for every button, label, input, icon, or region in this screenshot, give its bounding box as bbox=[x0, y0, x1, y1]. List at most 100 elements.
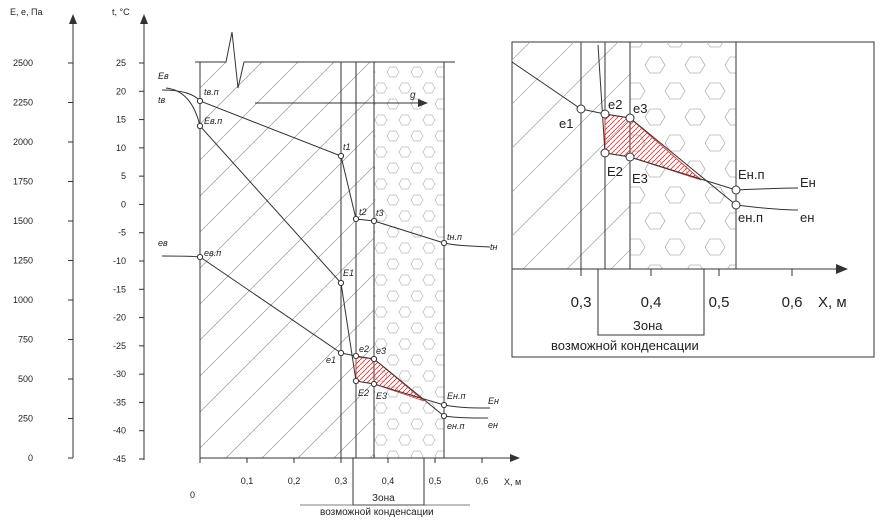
pressure-tick-label: 1500 bbox=[13, 216, 33, 226]
temp-tick-label: 0 bbox=[121, 199, 126, 209]
inset-tick-label: 0,3 bbox=[571, 294, 592, 311]
temp-axis-title: t, °C bbox=[112, 7, 130, 17]
label-e-v: eв bbox=[158, 238, 168, 248]
pressure-axis-arrow bbox=[69, 14, 77, 24]
temp-tick-label: -40 bbox=[113, 426, 126, 436]
temp-tick-label: 10 bbox=[116, 143, 126, 153]
inset-tick-label: 0,6 bbox=[782, 294, 803, 311]
point-t-np bbox=[440, 239, 448, 247]
label-e3: e3 bbox=[376, 346, 386, 356]
pressure-tick-label: 2500 bbox=[13, 58, 33, 68]
inset-label-e-n: eн bbox=[800, 210, 814, 225]
label-e1: e1 bbox=[326, 355, 336, 365]
point-E1 bbox=[337, 279, 345, 287]
inset-point-e-np bbox=[731, 200, 741, 210]
point-e-vp bbox=[196, 253, 204, 261]
inset-saturation-curve bbox=[597, 44, 799, 191]
temp-tick-label: -45 bbox=[113, 454, 126, 464]
temp-tick-label: -20 bbox=[113, 313, 126, 323]
x-tick-label: 0,3 bbox=[335, 476, 348, 486]
vapor-flow-arrowhead bbox=[418, 99, 428, 107]
temp-tick-label: -5 bbox=[118, 228, 126, 238]
inset-x-axis-title: X, м bbox=[818, 294, 847, 311]
pressure-tick-label: 2000 bbox=[13, 137, 33, 147]
inset-label-e3: e3 bbox=[633, 101, 647, 116]
temp-axis-arrow bbox=[140, 14, 148, 24]
label-t3: t3 bbox=[376, 208, 384, 218]
point-e2 bbox=[352, 352, 360, 360]
pressure-tick-label: 1000 bbox=[13, 295, 33, 305]
inset-tick-label: 0,5 bbox=[709, 294, 730, 311]
label-E1: E1 bbox=[343, 268, 354, 278]
pressure-tick-label: 2250 bbox=[13, 98, 33, 108]
inset-zone-label-line1: Зона bbox=[633, 318, 663, 333]
label-e-vp: eв.п bbox=[204, 248, 221, 258]
label-t-vp: tв.п bbox=[204, 87, 219, 97]
x-axis-title: X, м bbox=[504, 477, 521, 487]
temp-tick-label: 15 bbox=[116, 115, 126, 125]
wall-top-break bbox=[195, 31, 455, 89]
x-axis-origin: 0 bbox=[190, 490, 195, 500]
inset-label-E-np: Eн.п bbox=[738, 167, 765, 182]
label-E3: E3 bbox=[376, 391, 387, 401]
x-tick-label: 0,6 bbox=[476, 476, 489, 486]
temp-tick-label: 25 bbox=[116, 58, 126, 68]
vapor-flow-label: g bbox=[410, 90, 416, 101]
inset-label-E3: E3 bbox=[632, 171, 648, 186]
inset-label-e2: e2 bbox=[608, 97, 622, 112]
label-E-vp: Eв.п bbox=[204, 116, 222, 126]
label-E-v: Eв bbox=[158, 71, 169, 81]
point-e-np bbox=[440, 412, 448, 420]
point-t2 bbox=[352, 215, 360, 223]
zone-label-line1: Зона bbox=[372, 493, 395, 504]
temp-ticks: 25 20 15 10 5 0 -5 -10 -15 -20 -25 -30 -35 -40 -45 bbox=[113, 58, 144, 464]
temp-tick-label: -10 bbox=[113, 256, 126, 266]
inset-point-e1 bbox=[576, 104, 586, 114]
x-tick-label: 0,2 bbox=[288, 476, 301, 486]
point-t-vp bbox=[196, 97, 204, 105]
pressure-tick-label: 1750 bbox=[13, 177, 33, 187]
inset-partial-pressure-curve bbox=[511, 61, 799, 211]
label-t-n: tн bbox=[490, 242, 498, 252]
point-e3 bbox=[370, 355, 378, 363]
label-t-np: tн.п bbox=[447, 232, 462, 242]
temp-tick-label: -30 bbox=[113, 369, 126, 379]
label-E2: E2 bbox=[358, 388, 369, 398]
pressure-tick-label: 0 bbox=[28, 453, 33, 463]
inset-point-e3 bbox=[625, 113, 635, 123]
pressure-tick-label: 750 bbox=[18, 335, 33, 345]
x-tick-label: 0,5 bbox=[429, 476, 442, 486]
point-e1 bbox=[337, 349, 345, 357]
inset-zone-label-line2: возможной конденсации bbox=[551, 338, 699, 353]
inset-label-e-np: eн.п bbox=[738, 210, 763, 225]
temp-tick-label: -25 bbox=[113, 341, 126, 351]
x-tick-label: 0,1 bbox=[241, 476, 254, 486]
wall-layer-2 bbox=[341, 62, 356, 458]
point-t3 bbox=[370, 217, 378, 225]
wall-layer-3 bbox=[356, 62, 374, 458]
point-E2 bbox=[352, 377, 360, 385]
point-E3 bbox=[370, 380, 378, 388]
label-t2: t2 bbox=[359, 207, 367, 217]
temp-tick-label: 20 bbox=[116, 86, 126, 96]
label-e-n: eн bbox=[488, 420, 498, 430]
inset-label-e1: e1 bbox=[559, 116, 573, 131]
inset-point-E-np bbox=[731, 185, 741, 195]
temp-tick-label: -15 bbox=[113, 284, 126, 294]
pressure-tick-label: 500 bbox=[18, 374, 33, 384]
label-t-v: tв bbox=[158, 95, 166, 105]
inset-label-E-n: Eн bbox=[800, 175, 816, 190]
point-E-np bbox=[440, 401, 448, 409]
label-E-np: Eн.п bbox=[447, 391, 465, 401]
inset-point-E2 bbox=[600, 148, 610, 158]
label-e2: e2 bbox=[359, 344, 369, 354]
inset-zone-bracket bbox=[597, 269, 705, 336]
x-ticks: 0,1 0,2 0,3 0,4 0,5 0,6 bbox=[199, 458, 489, 486]
zone-label-line2: возможной конденсации bbox=[320, 507, 434, 518]
label-t1: t1 bbox=[343, 142, 351, 152]
inset-tick-label: 0,4 bbox=[641, 294, 662, 311]
inset-fills bbox=[512, 42, 736, 269]
